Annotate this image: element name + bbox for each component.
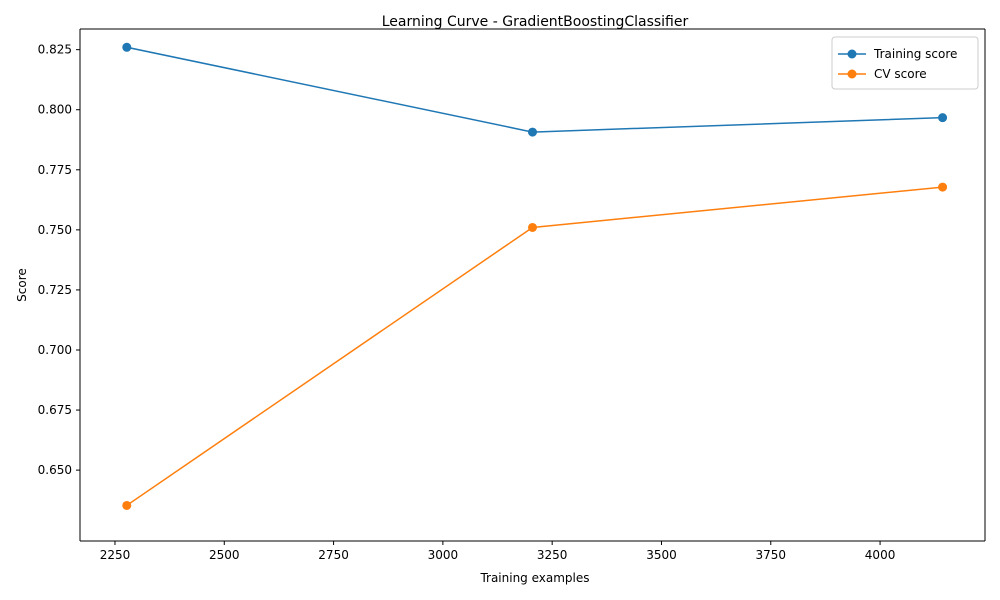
plot-area <box>80 29 985 541</box>
data-point-0-1 <box>528 127 537 137</box>
y-axis-label: Score <box>15 268 29 302</box>
legend-label-1: CV score <box>874 67 927 81</box>
y-tick-label-4: 0.750 <box>38 223 72 237</box>
y-tick-label-5: 0.775 <box>38 163 72 177</box>
y-axis-ticks: 0.650 0.675 0.700 0.725 0.750 0.775 0.800 0.825 <box>38 43 80 477</box>
plot-frame <box>79 28 986 542</box>
legend-marker-0 <box>847 49 857 59</box>
legend-label-0: Training score <box>873 47 957 61</box>
data-point-1-0 <box>122 500 132 510</box>
x-tick-label-1: 2500 <box>209 548 240 562</box>
x-tick-label-7: 4000 <box>865 548 896 562</box>
x-tick-label-4: 3250 <box>537 548 568 562</box>
y-tick-label-2: 0.700 <box>38 343 72 357</box>
y-tick-label-6: 0.800 <box>38 103 72 117</box>
legend: Training score CV score <box>831 36 979 90</box>
data-point-1-1 <box>528 222 537 232</box>
legend-marker-1 <box>847 69 857 79</box>
y-tick-label-7: 0.825 <box>38 43 72 57</box>
x-tick-label-3: 3000 <box>428 548 459 562</box>
data-point-0-0 <box>122 42 132 52</box>
data-point-1-2 <box>938 182 948 192</box>
legend-box <box>831 36 979 90</box>
x-tick-label-6: 3750 <box>755 548 786 562</box>
x-axis-label: Training examples <box>479 571 589 585</box>
x-tick-label-0: 2250 <box>100 548 131 562</box>
series-0 <box>122 42 948 137</box>
legend-item-1: CV score <box>838 67 927 81</box>
x-tick-label-2: 2750 <box>318 548 349 562</box>
series-1 <box>122 182 948 510</box>
data-point-0-2 <box>938 113 948 123</box>
x-tick-label-5: 3500 <box>646 548 677 562</box>
y-tick-label-1: 0.675 <box>38 403 72 417</box>
y-tick-label-3: 0.725 <box>38 283 72 297</box>
legend-item-0: Training score <box>838 47 957 61</box>
series-layer <box>122 42 948 510</box>
x-axis-ticks: 2250 2500 2750 3000 3250 3500 3750 4000 <box>100 541 896 562</box>
chart-title: Learning Curve - GradientBoostingClassif… <box>382 14 689 30</box>
y-tick-label-0: 0.650 <box>38 463 72 477</box>
